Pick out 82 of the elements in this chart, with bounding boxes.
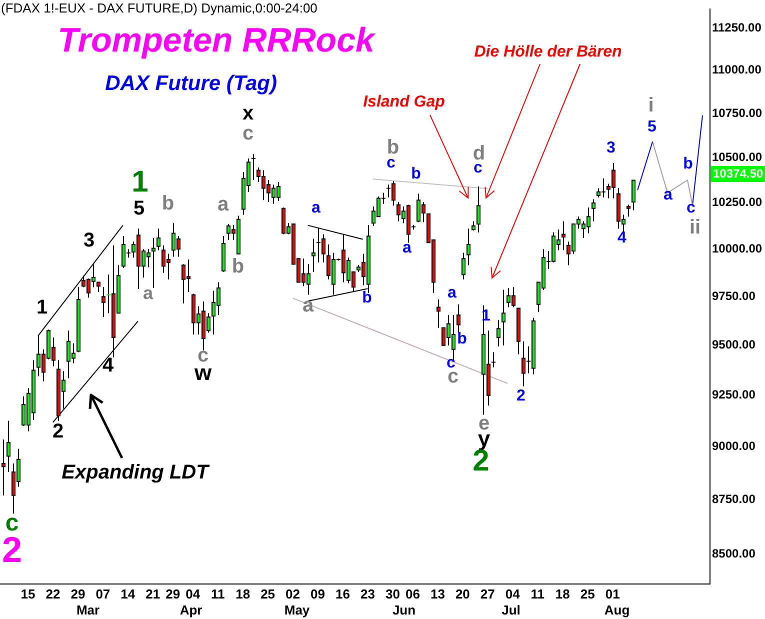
annotation: 2 (52, 420, 64, 443)
annotation: b (411, 165, 422, 182)
x-tick-label: 30 (385, 586, 400, 602)
x-tick-label: 18 (555, 586, 570, 602)
x-tick-label: 01 (605, 586, 620, 602)
x-tick-label: 06 (405, 586, 420, 602)
text: DAX Future (Tag) (105, 72, 277, 95)
annotation: b (362, 289, 372, 306)
x-tick-label: 11 (210, 586, 225, 602)
annotation: 3 (606, 139, 616, 156)
x-tick-label: 04 (505, 586, 521, 602)
annotation: 1 (132, 165, 148, 198)
x-tick-label: 21 (146, 586, 160, 602)
annotation: 5 (648, 118, 657, 136)
annotation: c (197, 344, 209, 367)
x-tick-label: 15 (20, 586, 36, 602)
annotation: Island Gap (363, 93, 446, 110)
annotation: x (242, 102, 254, 125)
annotation: a (664, 186, 673, 204)
text: May (284, 602, 310, 618)
annotation: c (446, 354, 456, 372)
x-tick-label: 25 (260, 586, 276, 602)
y-tick-label: 10000.00 (712, 241, 762, 256)
annotation: a (142, 282, 154, 303)
annotation: a (402, 239, 412, 256)
y-tick-label: 9000.00 (712, 439, 756, 454)
annotation: Expanding LDT (62, 462, 210, 484)
x-tick-label: 16 (336, 586, 350, 602)
y-tick-label: 10250.00 (712, 195, 762, 210)
text: Mar (76, 602, 100, 618)
annotation: i (648, 94, 654, 117)
annotation: ii (689, 216, 701, 239)
y-tick-label: 9500.00 (712, 338, 756, 352)
annotation: b (457, 330, 468, 348)
y-tick-label: 9750.00 (712, 288, 756, 303)
x-tick-label: 14 (120, 586, 136, 602)
x-tick-label: 18 (236, 586, 250, 602)
annotation: b (683, 155, 694, 172)
x-tick-label: 13 (430, 586, 445, 602)
y-tick-label: 11000.00 (712, 62, 762, 77)
x-tick-label: 29 (70, 586, 86, 602)
text: Jun (392, 602, 416, 618)
candlestick (251, 154, 256, 181)
x-tick-label: 07 (96, 586, 110, 602)
annotation: c (5, 510, 19, 537)
annotation: a (217, 194, 230, 216)
text: Apr (180, 602, 202, 618)
annotation: c (242, 122, 254, 145)
annotation: 4 (102, 354, 114, 377)
text: Jul (502, 602, 520, 618)
y-tick-label: 8500.00 (712, 546, 756, 560)
x-tick-label: 09 (310, 586, 326, 602)
x-tick-label: 23 (360, 586, 375, 602)
y-tick-label: 9250.00 (712, 388, 756, 402)
annotation: 2 (516, 387, 526, 404)
x-tick-label: 25 (580, 586, 595, 602)
annotation: 3 (83, 230, 95, 252)
annotation: b (162, 192, 174, 215)
text: Aug (604, 602, 630, 618)
annotation: a (312, 199, 321, 216)
y-tick-label: 10750.00 (712, 106, 762, 120)
candlestick (491, 352, 496, 368)
x-tick-label: 29 (166, 586, 180, 602)
x-tick-label: 11 (530, 586, 544, 602)
y-tick-label: 10500.00 (712, 150, 762, 164)
annotation: 1 (36, 296, 48, 319)
y-tick-label: 11250.00 (712, 20, 762, 35)
annotation: 4 (618, 229, 627, 246)
x-tick-label: 22 (46, 586, 60, 602)
annotation: (FDAX 1!-EUX - DAX FUTURE,D) Dynamic,0:00-24:00 (1, 0, 318, 16)
annotation: c (686, 199, 696, 216)
annotation: 5 (133, 198, 145, 220)
annotation: Die Hölle der Bären (474, 43, 622, 60)
chart-title: Trompeten RRRock (58, 21, 376, 60)
y-tick-label: 8750.00 (712, 492, 756, 506)
x-tick-label: 02 (286, 586, 300, 602)
x-tick-label: 27 (480, 586, 495, 602)
x-tick-label: 20 (455, 586, 470, 602)
annotation: b (232, 256, 244, 278)
text: 10374.50 (713, 166, 764, 180)
x-tick-label: 04 (186, 586, 201, 602)
annotation: a (448, 284, 457, 302)
